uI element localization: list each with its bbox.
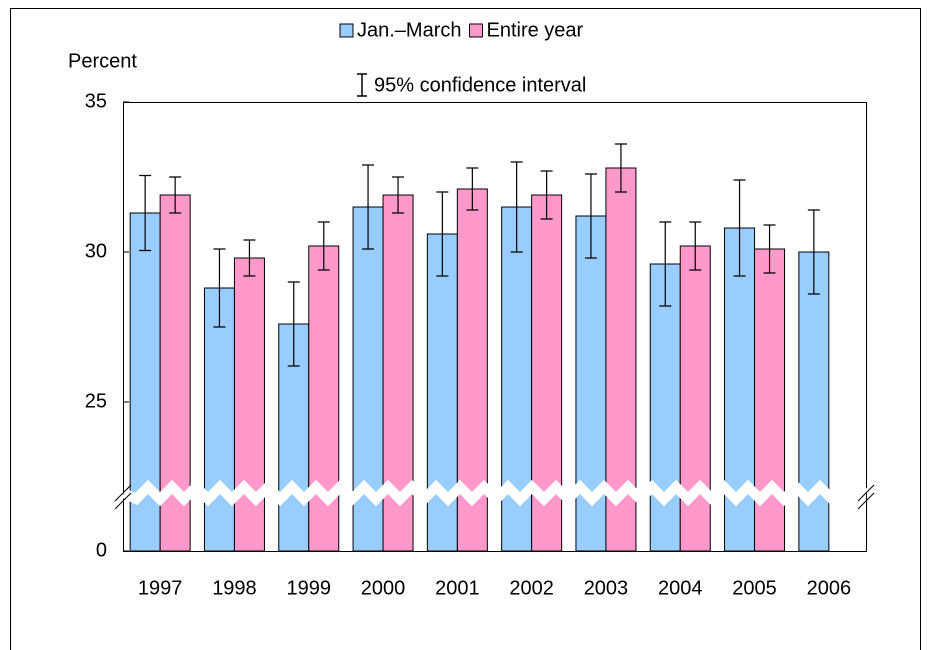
bar xyxy=(679,245,711,552)
error-bar xyxy=(139,174,152,252)
plot-area xyxy=(123,102,867,552)
error-bar xyxy=(689,221,702,271)
x-tick-label: 2005 xyxy=(732,577,777,599)
x-tick-label: 1997 xyxy=(138,577,183,599)
error-bar xyxy=(466,167,479,211)
y-tick-label: 30 xyxy=(85,240,107,262)
error-bar xyxy=(287,281,300,367)
axis-break-mark xyxy=(114,484,132,510)
legend-swatch xyxy=(339,23,354,38)
x-tick-label: 2000 xyxy=(361,577,406,599)
legend-label: Jan.–March xyxy=(357,19,462,41)
x-tick-label: 1999 xyxy=(287,577,332,599)
bar xyxy=(649,263,681,552)
error-bar xyxy=(362,164,375,250)
error-bar xyxy=(510,161,523,253)
error-bar xyxy=(169,176,182,214)
y-tick-label: 0 xyxy=(96,539,107,561)
y-tick-label: 25 xyxy=(85,390,107,412)
frame xyxy=(10,8,921,650)
x-tick-label: 2003 xyxy=(584,577,629,599)
error-bar xyxy=(213,248,226,328)
x-tick-label: 2002 xyxy=(509,577,554,599)
x-tick-label: 1998 xyxy=(212,577,257,599)
error-bar xyxy=(436,191,449,277)
bar xyxy=(426,233,458,552)
bar xyxy=(754,248,786,552)
legend-label: Entire year xyxy=(487,19,584,41)
y-tick-label: 35 xyxy=(85,90,107,112)
error-bar xyxy=(243,239,256,277)
error-bar xyxy=(540,170,553,220)
error-bar xyxy=(614,143,627,193)
axis-break-mark xyxy=(857,484,875,510)
bar xyxy=(308,245,340,552)
x-tick-label: 2006 xyxy=(807,577,852,599)
x-tick-label: 2004 xyxy=(658,577,703,599)
error-bar xyxy=(392,176,405,214)
error-bar xyxy=(763,224,776,274)
error-bar xyxy=(659,221,672,307)
y-axis-label: Percent xyxy=(68,50,137,72)
legend-swatch xyxy=(469,23,483,38)
error-bar xyxy=(733,179,746,277)
ci-label: 95% confidence interval xyxy=(374,74,586,96)
ci-icon xyxy=(357,73,367,97)
error-bar xyxy=(317,221,330,271)
error-bar xyxy=(584,173,597,259)
axis-break xyxy=(121,479,869,507)
bar xyxy=(233,257,265,552)
x-tick-label: 2001 xyxy=(435,577,480,599)
bar xyxy=(798,251,830,552)
error-bar xyxy=(807,209,820,295)
